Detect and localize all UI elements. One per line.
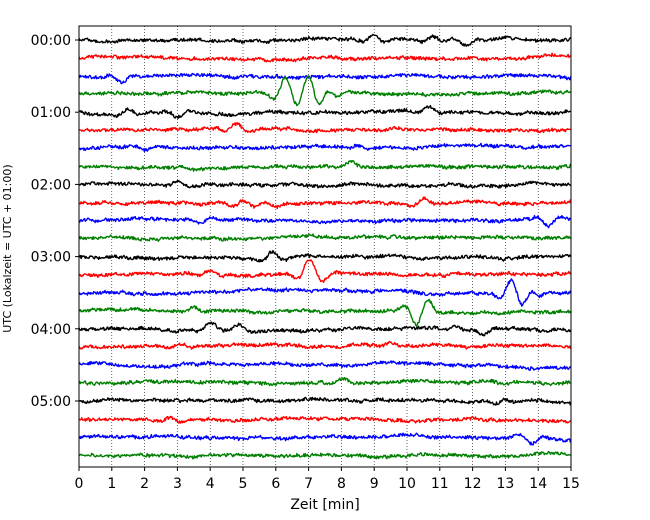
trace-0545: [78, 450, 572, 460]
x-tick-label: 4: [206, 476, 215, 492]
trace-0445: [78, 376, 572, 387]
trace-0530: [78, 432, 572, 446]
y-tick-label: 01:00: [31, 105, 71, 121]
x-tick-label: 6: [271, 476, 280, 492]
trace-0045: [78, 75, 572, 107]
x-tick-label: 11: [431, 476, 449, 492]
x-tick-label: 9: [370, 476, 379, 492]
x-axis-label: Zeit [min]: [290, 497, 359, 513]
y-axis-ticks: 00:00 01:00 02:00 03:00 04:00 05:00: [31, 33, 79, 410]
plot-frame: [78, 25, 572, 468]
y-tick-label: 04:00: [31, 322, 71, 338]
x-tick-label: 14: [529, 476, 547, 492]
trace-0315: [78, 259, 572, 284]
trace-0415: [78, 340, 572, 350]
trace-0230: [78, 214, 572, 229]
trace-0515: [78, 415, 572, 424]
trace-0115: [78, 122, 572, 134]
x-tick-label: 10: [398, 476, 416, 492]
trace-0245: [78, 233, 572, 242]
x-tick-label: 2: [140, 476, 149, 492]
trace-0430: [78, 360, 572, 371]
x-tick-label: 3: [173, 476, 182, 492]
y-tick-label: 00:00: [31, 33, 71, 49]
trace-0500: [78, 396, 572, 406]
x-tick-label: 12: [464, 476, 482, 492]
x-tick-label: 7: [304, 476, 313, 492]
y-tick-label: 02:00: [31, 177, 71, 193]
trace-0015: [78, 52, 572, 63]
trace-0400: [78, 321, 572, 337]
seismogram-traces: [78, 33, 572, 460]
trace-0000: [78, 33, 572, 47]
x-axis-ticks: 0 1 2 3 4 5 6 7 8 9 10 11 12 13 14 15: [75, 467, 580, 492]
y-tick-label: 03:00: [31, 250, 71, 266]
trace-0345: [78, 298, 572, 327]
y-axis-label: UTC (Lokalzeit = UTC + 01:00): [1, 164, 14, 332]
x-tick-label: 8: [337, 476, 346, 492]
trace-0145: [78, 159, 572, 172]
x-tick-label: 13: [496, 476, 514, 492]
y-tick-label: 05:00: [31, 394, 71, 410]
trace-0300: [78, 249, 572, 263]
trace-0215: [78, 196, 572, 210]
trace-0200: [78, 179, 572, 189]
trace-0030: [78, 72, 572, 85]
trace-0100: [78, 104, 572, 120]
x-tick-label: 0: [75, 476, 84, 492]
x-tick-label: 5: [239, 476, 248, 492]
trace-0130: [78, 142, 572, 153]
trace-0330: [78, 278, 572, 307]
x-tick-label: 15: [562, 476, 580, 492]
x-tick-label: 1: [107, 476, 116, 492]
